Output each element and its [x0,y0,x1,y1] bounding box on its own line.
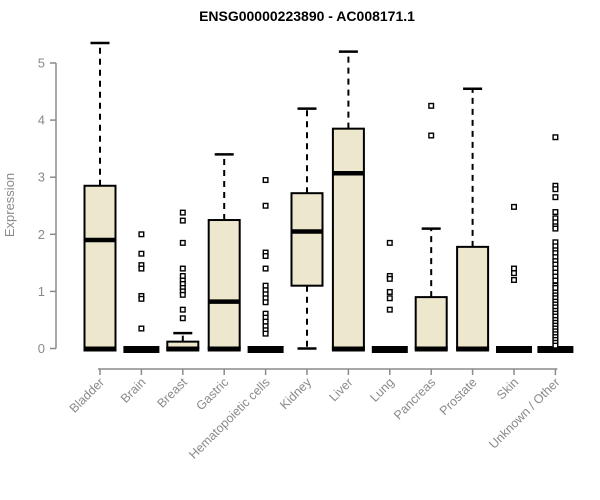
outlier-point [262,252,269,259]
box-prostate [456,245,490,350]
outlier-point [138,295,145,302]
zero-bar-brain [123,346,160,353]
box-kidney [290,192,324,287]
outlier-point [179,291,186,298]
outlier-point [552,186,559,193]
outlier-point [428,132,435,139]
outlier-point [552,134,559,141]
outlier-point [552,277,559,284]
outlier-point [138,325,145,332]
x-category-label: Pancreas [391,375,438,422]
outlier-point [511,276,518,283]
zero-bar-lung [371,346,408,353]
outlier-point [386,295,393,302]
outlier-point [138,265,145,272]
outlier-point [138,250,145,257]
y-tick-label: 2 [38,227,45,242]
x-category-label: Breast [154,375,190,411]
zero-bar-unknown-other [537,346,574,353]
box-gastric [207,219,241,350]
outlier-point [179,315,186,322]
y-tick-label: 0 [38,341,45,356]
y-tick-label: 3 [38,170,45,185]
x-category-label: Bladder [67,375,107,415]
outlier-point [179,306,186,313]
plot-area: 0 1 2 3 4 5 Bladder Brain Breast GastricHematopoi… [38,41,574,462]
outlier-point [262,202,269,209]
outlier-point [262,330,269,337]
outlier-point [262,177,269,184]
outlier-point [179,265,186,272]
y-tick-label: 5 [38,56,45,71]
outlier-point [262,299,269,306]
outlier-point [179,239,186,246]
x-category-label: Hematopoietic cells [186,375,273,462]
outlier-point [386,288,393,295]
x-category-label: Brain [118,375,149,406]
box-pancreas [414,296,448,350]
outlier-point [179,217,186,224]
outlier-point [386,239,393,246]
x-category-label: Kidney [277,375,314,412]
y-axis-title: Expression [2,173,17,237]
outlier-point [428,102,435,109]
outlier-point [552,209,559,216]
outlier-point [511,270,518,277]
outlier-point [386,275,393,282]
outlier-point [138,231,145,238]
outlier-point [552,342,559,349]
x-category-label: Liver [326,375,355,404]
outlier-point [552,225,559,232]
x-category-label: Skin [494,375,521,402]
chart-title: ENSG00000223890 - AC008171.1 [199,8,415,24]
x-category-label: Gastric [193,375,231,413]
zero-bar-skin [496,346,532,353]
x-category-label: Unknown / Other [486,375,562,451]
x-category-label: Prostate [437,375,480,418]
box-bladder [83,184,117,350]
outlier-point [386,306,393,313]
zero-bar-hematopoietic-cells [247,346,284,353]
outlier-point [552,194,559,201]
outlier-point [262,265,269,272]
box-liver [331,127,365,350]
outlier-point [179,209,186,216]
y-tick-label: 1 [38,284,45,299]
outlier-point [511,203,518,210]
x-category-label: Lung [367,375,397,405]
y-tick-label: 4 [38,113,45,128]
